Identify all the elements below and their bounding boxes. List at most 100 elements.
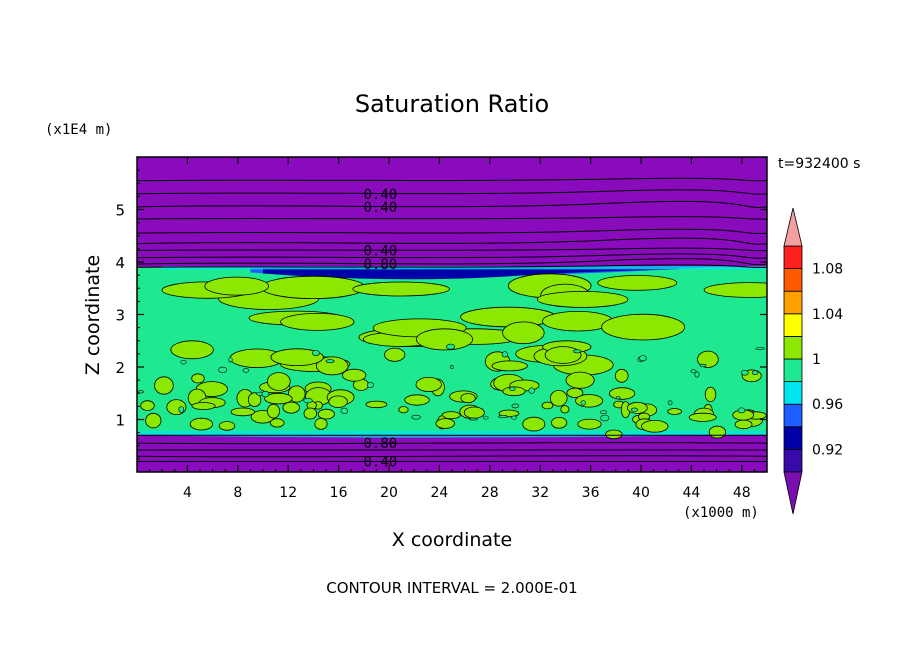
x-axis-label: X coordinate [392, 529, 512, 551]
contour-line [137, 247, 767, 252]
supersaturated-patch [697, 350, 719, 368]
supersaturated-patch [491, 360, 528, 372]
contour-line [137, 434, 767, 437]
contour-line [137, 237, 767, 245]
x-tick-label: 12 [279, 485, 297, 501]
supersaturated-patch [189, 417, 213, 431]
x-tick-label: 8 [233, 485, 242, 501]
region-lower-dry-layer [137, 435, 767, 472]
x-tick-label: 36 [582, 485, 600, 501]
x-tick-label: 20 [380, 485, 398, 501]
supersaturated-patch [266, 403, 280, 419]
colorbar-bin [783, 403, 803, 428]
supersaturated-patch [565, 371, 595, 389]
y-tick-label: 5 [115, 202, 125, 220]
supersaturated-patch [435, 418, 455, 429]
supersaturated-patch [577, 418, 602, 430]
supersaturated-patch [365, 400, 388, 409]
supersaturated-patch [154, 376, 174, 395]
x-tick-label: 40 [632, 485, 650, 501]
x-unit-label: (x1000 m) [683, 505, 759, 521]
contour-line [137, 177, 767, 182]
supersaturated-patch [266, 372, 291, 391]
y-axis-label: Z coordinate [82, 255, 104, 375]
supersaturated-patch [317, 408, 335, 420]
contour-label: 0.80 [364, 257, 398, 273]
subsaturated-speck [468, 417, 478, 421]
subsaturated-speck [411, 414, 421, 420]
x-tick-label: 4 [183, 485, 192, 501]
subsaturated-speck [511, 403, 519, 409]
subsaturated-speck [340, 407, 349, 414]
subsaturated-speck [261, 390, 270, 398]
supersaturated-patch [218, 421, 236, 431]
supersaturated-patch [460, 306, 557, 328]
subsaturated-speck [755, 347, 765, 350]
colorbar-under-arrow [783, 471, 803, 515]
colorbar-label: 0.92 [812, 442, 843, 458]
colorbar: 0.92 0.96 1 1.04 1.08 [783, 207, 843, 515]
contour-fill [137, 157, 767, 472]
supersaturated-patch [415, 328, 473, 351]
subsaturated-speck [312, 350, 320, 357]
x-axis-ticks: 4 8 12 16 20 24 28 32 36 40 44 48 [149, 157, 755, 501]
supersaturated-patch [605, 429, 623, 440]
supersaturated-patch [734, 419, 753, 430]
subsaturated-speck [699, 363, 707, 368]
contour-label: 0.40 [364, 200, 398, 216]
contour-line [137, 264, 767, 268]
subsaturated-speck [580, 400, 586, 406]
contour-line [137, 228, 767, 235]
colorbar-bin [783, 358, 803, 383]
y-tick-label: 2 [115, 359, 125, 377]
x-tick-label: 16 [330, 485, 348, 501]
dry-intrusion-core [263, 267, 679, 280]
supersaturated-patch [260, 275, 366, 299]
supersaturated-patch [303, 407, 318, 420]
supersaturated-patch [626, 401, 648, 414]
subsaturated-speck [137, 390, 144, 394]
contour-line [137, 200, 767, 208]
supersaturated-patch [384, 347, 406, 362]
supersaturated-patch [544, 346, 582, 364]
subsaturated-speck [615, 396, 621, 400]
supersaturated-patch [704, 386, 717, 403]
supersaturated-patch [560, 405, 570, 414]
contour-line [137, 189, 767, 195]
subsaturated-speck [751, 370, 759, 376]
x-tick-label: 24 [430, 485, 448, 501]
supersaturated-patch [342, 368, 367, 382]
subsaturated-speck [228, 357, 233, 363]
supersaturated-patch [614, 368, 629, 383]
subsaturated-speck [600, 414, 610, 422]
subsaturated-speck [446, 343, 456, 350]
contour-line [137, 455, 767, 458]
y-axis-ticks: 1 2 3 4 5 [115, 169, 767, 460]
supersaturated-patch [441, 411, 461, 420]
contour-label: 0.40 [364, 243, 398, 259]
subsaturated-speck [325, 359, 335, 364]
supersaturated-patch [463, 406, 485, 419]
contour-label: 0.80 [364, 436, 398, 452]
supersaturated-patch [328, 395, 348, 408]
supersaturated-patch [282, 401, 300, 414]
supersaturated-patch [264, 392, 293, 405]
colorbar-bin [783, 313, 803, 337]
y-tick-label: 4 [115, 254, 125, 272]
chart-title: Saturation Ratio [355, 90, 549, 118]
supersaturated-patch [575, 394, 604, 408]
subsaturated-speck [694, 371, 700, 378]
subsaturated-speck [740, 370, 749, 376]
supersaturated-patch [352, 281, 450, 297]
supersaturated-patch [460, 393, 476, 404]
supersaturated-patch [415, 376, 442, 392]
supersaturated-patch [550, 416, 568, 429]
supersaturated-patch [541, 401, 554, 410]
subsaturated-speck [303, 397, 313, 404]
subsaturated-speck [509, 386, 516, 391]
colorbar-bin [783, 381, 803, 405]
subsaturated-speck [482, 415, 489, 420]
supersaturated-patch [641, 419, 669, 433]
supersaturated-patch [404, 394, 430, 406]
